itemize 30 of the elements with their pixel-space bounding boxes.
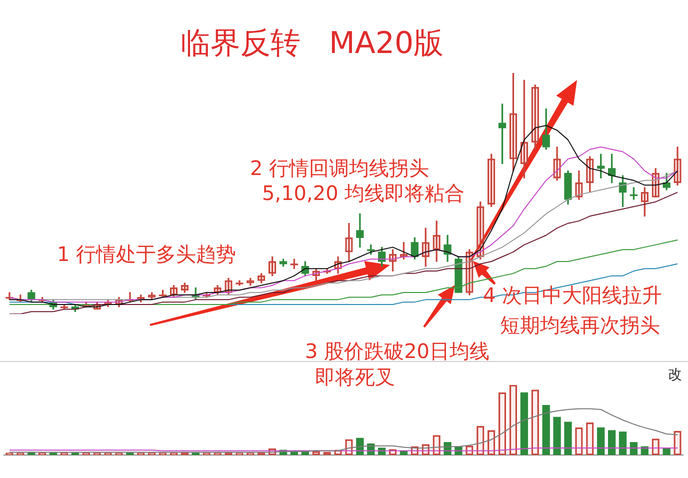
bar <box>674 430 682 455</box>
candlestick <box>345 222 353 262</box>
bar <box>542 404 550 455</box>
bar <box>531 390 539 455</box>
annotation: 即将死叉 <box>315 365 395 389</box>
bar <box>553 416 561 455</box>
bar <box>575 427 583 455</box>
text: 3 股价跌破20日均线 <box>305 339 490 363</box>
candlestick <box>553 146 561 181</box>
bar <box>498 392 506 455</box>
annotation: 5,10,20 均线即将粘合 <box>262 181 465 205</box>
chart-title: 临界反转 MA20版 <box>179 26 445 62</box>
annotation: 2 行情回调均线拐头 <box>250 156 430 180</box>
bar <box>608 430 616 455</box>
bar <box>476 426 484 455</box>
text: 改 <box>668 366 682 384</box>
candlestick <box>356 213 364 248</box>
bar <box>312 451 320 455</box>
bar <box>662 448 670 455</box>
bar <box>618 432 627 455</box>
bar <box>564 422 572 455</box>
bar <box>586 422 594 455</box>
bar <box>597 427 605 455</box>
bar <box>630 442 638 455</box>
annotation: 1 行情处于多头趋势 <box>57 242 236 266</box>
candlestick <box>575 170 583 200</box>
candlestick <box>674 146 682 186</box>
text: 短期均线再次拐头 <box>500 313 660 337</box>
bar <box>520 392 528 455</box>
bar <box>509 385 518 455</box>
